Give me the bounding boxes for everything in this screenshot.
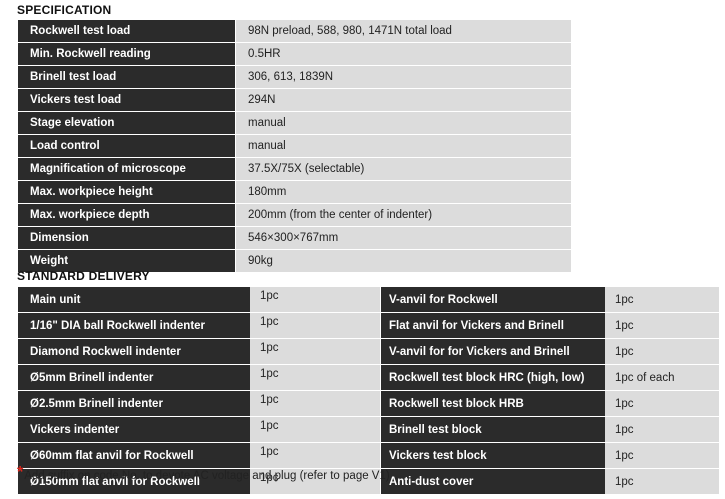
delivery-item-label: Ø2.5mm Brinell indenter bbox=[18, 390, 250, 417]
spec-value: 306, 613, 1839N bbox=[235, 65, 571, 89]
delivery-item-quantity: 1pc bbox=[605, 312, 719, 339]
spec-value: manual bbox=[235, 134, 571, 158]
delivery-item-label: Rockwell test block HRC (high, low) bbox=[381, 364, 605, 391]
column-gap bbox=[380, 338, 381, 365]
spec-row: Max. workpiece height 180mm bbox=[18, 180, 571, 204]
delivery-item-quantity: 1pc bbox=[250, 287, 380, 313]
standard-delivery-heading: STANDARD DELIVERY bbox=[17, 269, 150, 283]
column-gap bbox=[380, 312, 381, 339]
spec-row: Vickers test load 294N bbox=[18, 88, 571, 112]
spec-label: Max. workpiece height bbox=[18, 180, 236, 204]
spec-row: Stage elevation manual bbox=[18, 111, 571, 135]
spec-row: Min. Rockwell reading 0.5HR bbox=[18, 42, 571, 66]
delivery-row: Main unit 1pc V-anvil for Rockwell 1pc bbox=[18, 287, 719, 313]
spec-label: Vickers test load bbox=[18, 88, 236, 112]
delivery-item-label: Flat anvil for Vickers and Brinell bbox=[381, 312, 605, 339]
spec-label: Magnification of microscope bbox=[18, 157, 236, 181]
spec-value: 200mm (from the center of indenter) bbox=[235, 203, 571, 227]
spec-row: Weight 90kg bbox=[18, 249, 571, 273]
spec-value: 180mm bbox=[235, 180, 571, 204]
spec-value: 37.5X/75X (selectable) bbox=[235, 157, 571, 181]
spec-row: Max. workpiece depth 200mm (from the cent… bbox=[18, 203, 571, 227]
spec-label: Min. Rockwell reading bbox=[18, 42, 236, 66]
delivery-item-label: Main unit bbox=[18, 287, 250, 313]
spec-row: Dimension 546×300×767mm bbox=[18, 226, 571, 250]
delivery-row: Ø2.5mm Brinell indenter 1pc Rockwell test … bbox=[18, 390, 719, 417]
delivery-item-label: Vickers test block bbox=[381, 442, 605, 469]
spec-value: 90kg bbox=[235, 249, 571, 273]
delivery-row: Ø60mm flat anvil for Rockwell 1pc Vickers … bbox=[18, 442, 719, 469]
delivery-item-quantity: 1pc bbox=[250, 338, 380, 365]
delivery-item-quantity: 1pc of each bbox=[605, 364, 719, 391]
spec-label: Weight bbox=[18, 249, 236, 273]
spec-value: 98N preload, 588, 980, 1471N total load bbox=[235, 20, 571, 43]
footnote-asterisk: * bbox=[17, 464, 24, 481]
delivery-row: Vickers indenter 1pc Brinell test block 1pc bbox=[18, 416, 719, 443]
delivery-row: Ø150mm flat anvil for Rockwell 1pc Anti-du… bbox=[18, 468, 719, 495]
delivery-row: Diamond Rockwell indenter 1pc V-anvil for … bbox=[18, 338, 719, 365]
delivery-item-quantity: 1pc bbox=[250, 312, 380, 339]
spec-row: Magnification of microscope 37.5X/75X (se… bbox=[18, 157, 571, 181]
footnote-text: Add suffix on code No. to devote AC volt… bbox=[24, 470, 390, 482]
column-gap bbox=[380, 287, 381, 313]
delivery-item-label: Ø60mm flat anvil for Rockwell bbox=[18, 442, 250, 469]
spec-value: 0.5HR bbox=[235, 42, 571, 66]
delivery-item-quantity: 1pc bbox=[605, 442, 719, 469]
column-gap bbox=[380, 468, 381, 495]
delivery-item-quantity: 1pc bbox=[250, 416, 380, 443]
footnote: *Add suffix on code No. to devote AC vol… bbox=[17, 464, 390, 484]
delivery-item-quantity: 1pc bbox=[605, 287, 719, 313]
spec-row: Rockwell test load 98N preload, 588, 980,… bbox=[18, 20, 571, 43]
delivery-item-quantity: 1pc bbox=[605, 338, 719, 365]
specification-table: Rockwell test load 98N preload, 588, 980,… bbox=[18, 20, 571, 273]
spec-value: 546×300×767mm bbox=[235, 226, 571, 250]
spec-label: Max. workpiece depth bbox=[18, 203, 236, 227]
column-gap bbox=[380, 364, 381, 391]
standard-delivery-table-body: Main unit 1pc V-anvil for Rockwell 1pc 1/16"… bbox=[18, 287, 719, 495]
spec-value: manual bbox=[235, 111, 571, 135]
specification-table-body: Rockwell test load 98N preload, 588, 980,… bbox=[18, 20, 571, 273]
spec-label: Load control bbox=[18, 134, 236, 158]
delivery-item-label: Ø5mm Brinell indenter bbox=[18, 364, 250, 391]
delivery-item-label: Rockwell test block HRB bbox=[381, 390, 605, 417]
delivery-item-quantity: 1pc bbox=[605, 468, 719, 495]
spec-row: Load control manual bbox=[18, 134, 571, 158]
spec-row: Brinell test load 306, 613, 1839N bbox=[18, 65, 571, 89]
delivery-item-quantity: 1pc bbox=[250, 468, 380, 495]
delivery-item-quantity: 1pc bbox=[250, 390, 380, 417]
delivery-row: Ø5mm Brinell indenter 1pc Rockwell test bl… bbox=[18, 364, 719, 391]
spec-label: Rockwell test load bbox=[18, 20, 236, 43]
delivery-row: 1/16" DIA ball Rockwell indenter 1pc Flat … bbox=[18, 312, 719, 339]
delivery-item-label: V-anvil for for Vickers and Brinell bbox=[381, 338, 605, 365]
delivery-item-label: V-anvil for Rockwell bbox=[381, 287, 605, 313]
delivery-item-quantity: 1pc bbox=[250, 364, 380, 391]
spec-label: Dimension bbox=[18, 226, 236, 250]
delivery-item-label: Ø150mm flat anvil for Rockwell bbox=[18, 468, 250, 495]
column-gap bbox=[380, 390, 381, 417]
delivery-item-label: Diamond Rockwell indenter bbox=[18, 338, 250, 365]
spec-label: Brinell test load bbox=[18, 65, 236, 89]
column-gap bbox=[380, 416, 381, 443]
column-gap bbox=[380, 442, 381, 469]
spec-value: 294N bbox=[235, 88, 571, 112]
delivery-item-quantity: 1pc bbox=[605, 390, 719, 417]
delivery-item-quantity: 1pc bbox=[605, 416, 719, 443]
delivery-item-label: Vickers indenter bbox=[18, 416, 250, 443]
specification-heading: SPECIFICATION bbox=[17, 3, 112, 17]
spec-label: Stage elevation bbox=[18, 111, 236, 135]
delivery-item-quantity: 1pc bbox=[250, 442, 380, 469]
delivery-item-label: Brinell test block bbox=[381, 416, 605, 443]
delivery-item-label: 1/16" DIA ball Rockwell indenter bbox=[18, 312, 250, 339]
delivery-item-label: Anti-dust cover bbox=[381, 468, 605, 495]
standard-delivery-table: Main unit 1pc V-anvil for Rockwell 1pc 1/16"… bbox=[18, 287, 719, 495]
